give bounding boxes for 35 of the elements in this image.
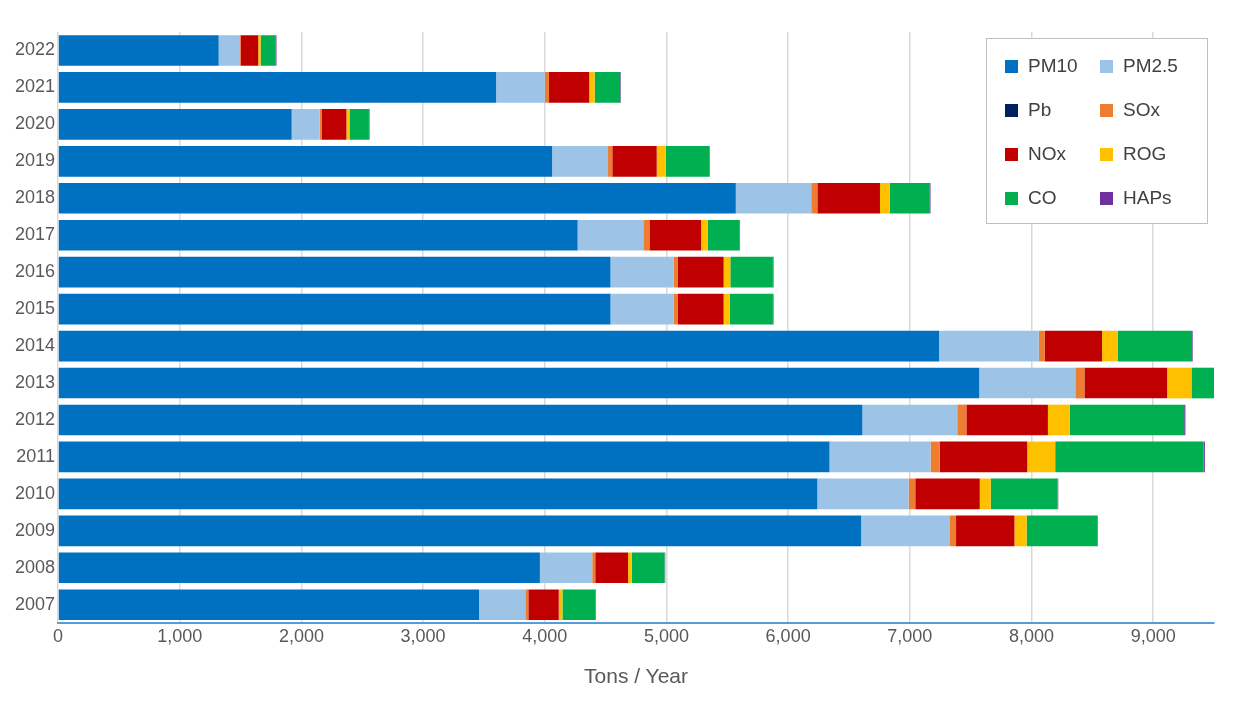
y-tick-label: 2017 (15, 224, 56, 245)
x-tick-label: 1,000 (157, 625, 203, 646)
y-tick-label: 2014 (15, 335, 56, 356)
x-tick-label: 7,000 (887, 625, 933, 646)
y-tick-label: 2020 (15, 113, 56, 134)
legend-label: NOx (1028, 143, 1066, 165)
y-tick-label: 2009 (15, 519, 56, 540)
x-tick-label: 3,000 (400, 625, 446, 646)
y-tick-label: 2007 (15, 593, 56, 614)
legend-label: SOx (1123, 99, 1160, 121)
legend-label: CO (1028, 187, 1057, 209)
legend-label: ROG (1123, 143, 1167, 165)
x-tick-label: 4,000 (522, 625, 568, 646)
x-tick-label: 0 (53, 625, 64, 646)
y-tick-label: 2016 (15, 261, 56, 282)
legend-label: HAPs (1123, 187, 1172, 209)
legend-label: Pb (1028, 99, 1052, 121)
legend-label: PM10 (1028, 55, 1078, 77)
y-tick-label: 2012 (15, 408, 56, 429)
y-tick-label: 2021 (15, 76, 56, 97)
x-tick-label: 2,000 (278, 625, 324, 646)
y-tick-label: 2022 (15, 39, 56, 60)
x-tick-label: 5,000 (643, 625, 689, 646)
y-tick-label: 2011 (16, 445, 56, 466)
x-tick-label: 6,000 (765, 625, 811, 646)
y-tick-label: 2015 (15, 298, 56, 319)
y-tick-label: 2019 (15, 150, 56, 171)
y-tick-label: 2013 (15, 371, 56, 392)
x-tick-label: 9,000 (1130, 625, 1176, 646)
x-tick-label: 8,000 (1008, 625, 1054, 646)
y-tick-label: 2010 (15, 482, 56, 503)
y-tick-label: 2008 (15, 556, 56, 577)
x-axis-title: Tons / Year (584, 664, 688, 688)
legend-label: PM2.5 (1123, 55, 1178, 77)
y-tick-label: 2018 (15, 187, 56, 208)
